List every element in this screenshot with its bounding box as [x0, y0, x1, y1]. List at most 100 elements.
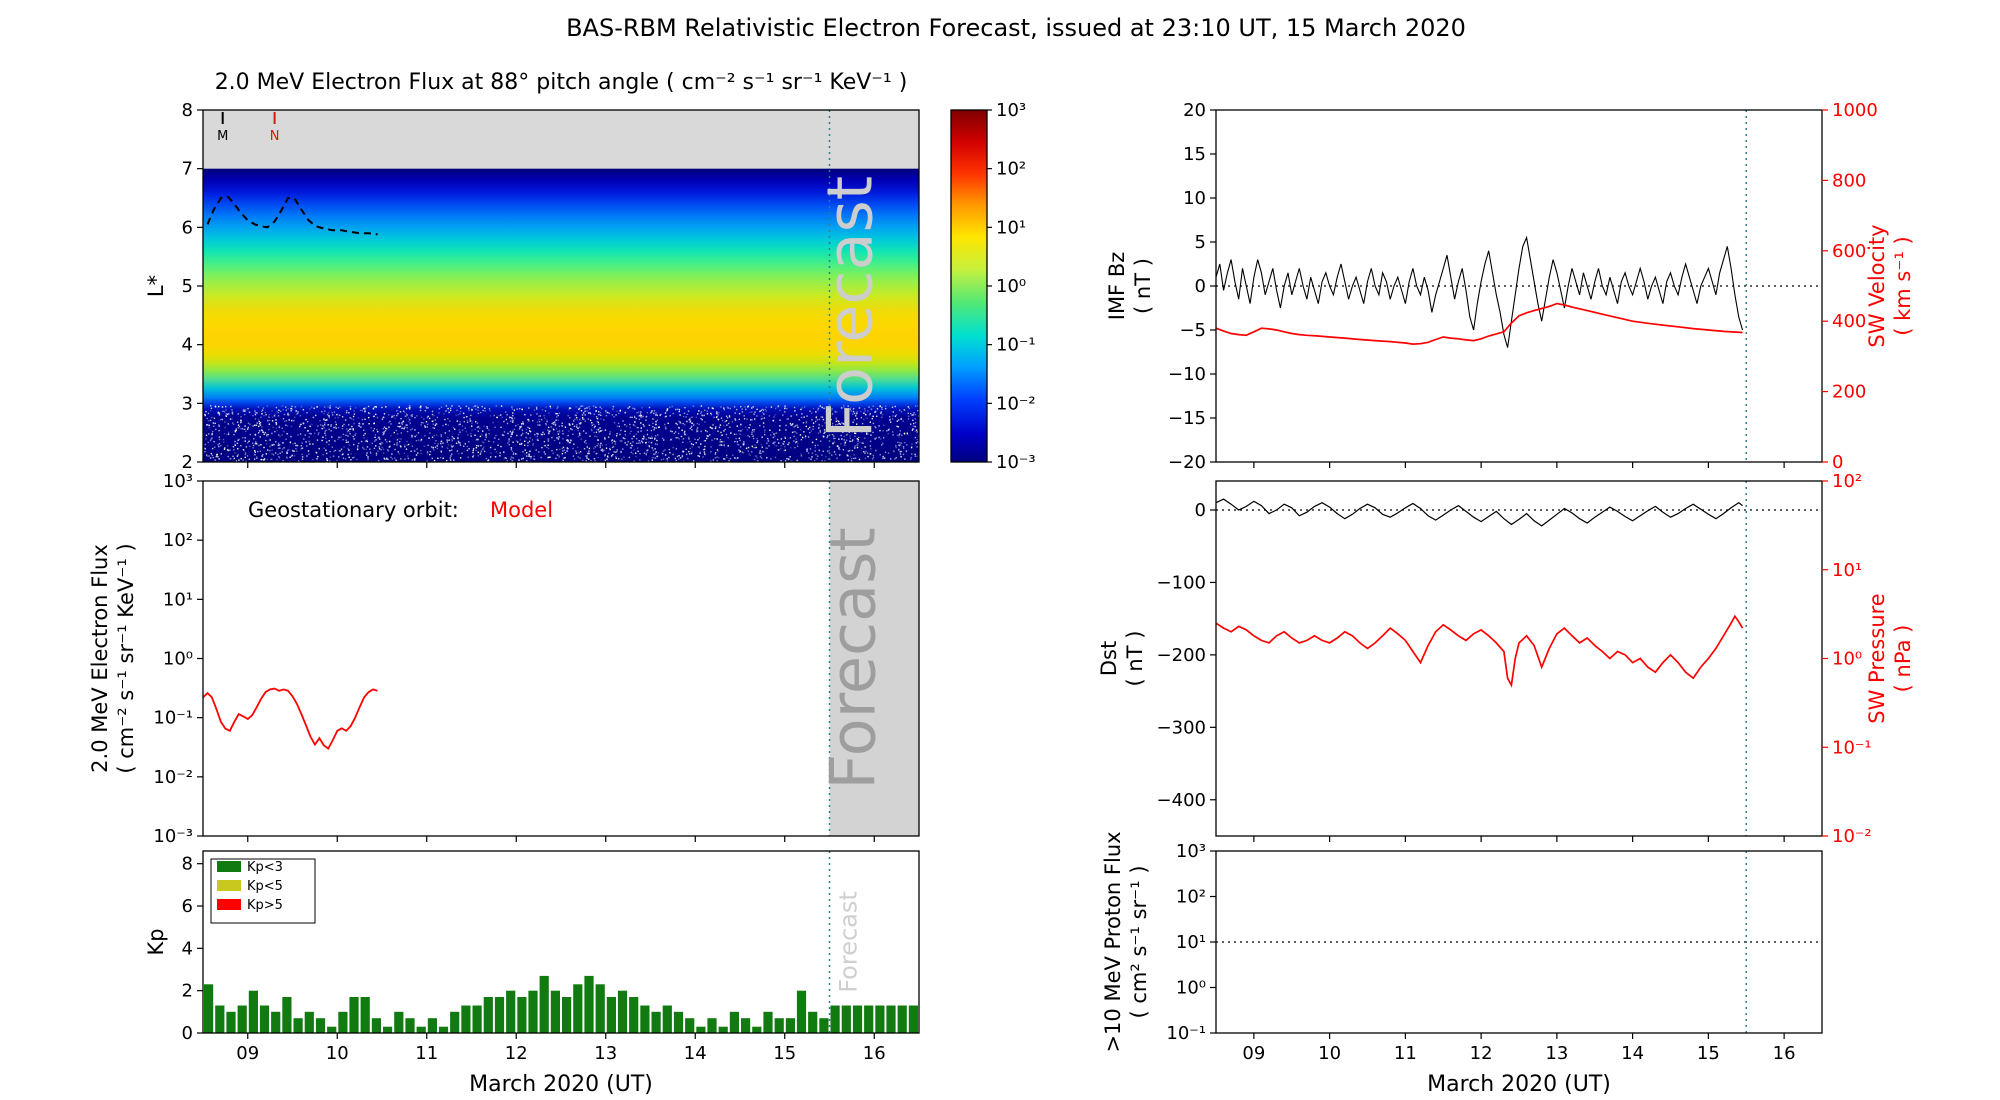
svg-text:Forecast: Forecast [814, 176, 887, 438]
svg-text:4: 4 [182, 938, 193, 959]
svg-text:Dst( nT ): Dst( nT ) [1097, 631, 1147, 687]
svg-text:Geostationary orbit:: Geostationary orbit: [248, 498, 459, 522]
kp-index-panel: Forecast 09 10 11 12 13 14 15 16 March 2020 (UT) 0… [144, 850, 920, 1097]
svg-text:10²: 10² [163, 530, 193, 551]
svg-text:14: 14 [1621, 1043, 1644, 1064]
svg-text:10: 10 [326, 1043, 349, 1064]
svg-text:−300: −300 [1157, 717, 1206, 738]
svg-text:5: 5 [1195, 232, 1206, 253]
svg-text:10¹: 10¹ [996, 217, 1026, 238]
svg-text:16: 16 [1773, 1043, 1796, 1064]
svg-text:10²: 10² [996, 159, 1026, 180]
svg-text:0: 0 [182, 1023, 193, 1044]
svg-text:11: 11 [415, 1043, 438, 1064]
svg-text:Kp>5: Kp>5 [247, 898, 283, 913]
svg-text:09: 09 [1242, 1043, 1265, 1064]
svg-text:IMF Bz( nT ): IMF Bz( nT ) [1105, 252, 1155, 321]
svg-text:10⁻¹: 10⁻¹ [996, 335, 1036, 356]
svg-text:15: 15 [773, 1043, 796, 1064]
svg-text:12: 12 [1470, 1043, 1493, 1064]
svg-text:10⁻²: 10⁻² [1832, 826, 1872, 847]
svg-text:Kp<3: Kp<3 [247, 860, 283, 875]
page-title: BAS-RBM Relativistic Electron Forecast, … [566, 14, 1466, 42]
svg-text:11: 11 [1394, 1043, 1417, 1064]
flux-colorbar: 10³ 10² 10¹ 10⁰ 10⁻¹ 10⁻² 10⁻³ [950, 100, 1036, 473]
svg-text:10⁻²: 10⁻² [153, 767, 193, 788]
svg-text:−15: −15 [1168, 408, 1206, 429]
svg-text:20: 20 [1183, 100, 1206, 121]
svg-text:−20: −20 [1168, 452, 1206, 473]
svg-text:800: 800 [1832, 170, 1866, 191]
svg-text:10⁻¹: 10⁻¹ [1166, 1023, 1206, 1044]
svg-text:14: 14 [684, 1043, 707, 1064]
svg-text:−5: −5 [1179, 320, 1206, 341]
svg-text:5: 5 [182, 276, 193, 297]
svg-text:10¹: 10¹ [1832, 560, 1862, 581]
svg-text:10: 10 [1183, 188, 1206, 209]
svg-text:10²: 10² [1832, 471, 1862, 492]
geostationary-flux-panel: Forecast 10³ 10² 10¹ 10⁰ 10⁻¹ 10⁻² 10⁻³ 2.0 MeV … [88, 471, 920, 847]
svg-text:−200: −200 [1157, 645, 1206, 666]
svg-text:SW Velocity( km s⁻¹ ): SW Velocity( km s⁻¹ ) [1865, 224, 1915, 347]
svg-text:Forecast: Forecast [834, 891, 862, 993]
svg-text:−100: −100 [1157, 572, 1206, 593]
svg-text:Forecast: Forecast [816, 527, 889, 789]
svg-text:13: 13 [594, 1043, 617, 1064]
svg-text:13: 13 [1545, 1043, 1568, 1064]
svg-text:L*: L* [144, 275, 168, 297]
svg-text:SW Pressure( nPa ): SW Pressure( nPa ) [1865, 593, 1915, 723]
svg-text:0: 0 [1195, 276, 1206, 297]
svg-text:16: 16 [863, 1043, 886, 1064]
svg-text:10⁻³: 10⁻³ [153, 826, 193, 847]
imf-bz-sw-velocity-panel: 20 15 10 5 0 −5 −10 −15 −20 1000 800 600 400 200 0 IMF … [1105, 100, 1915, 473]
svg-text:1000: 1000 [1832, 100, 1878, 121]
svg-text:10³: 10³ [163, 471, 193, 492]
svg-text:0: 0 [1195, 500, 1206, 521]
svg-text:10⁰: 10⁰ [163, 649, 193, 670]
svg-text:10²: 10² [1176, 887, 1206, 908]
svg-text:10⁻²: 10⁻² [996, 393, 1036, 414]
svg-text:10³: 10³ [1176, 841, 1206, 862]
svg-text:3: 3 [182, 393, 193, 414]
svg-text:>10 MeV Proton Flux( cm² s⁻¹ s: >10 MeV Proton Flux( cm² s⁻¹ sr⁻¹ ) [1101, 831, 1151, 1052]
svg-text:8: 8 [182, 854, 193, 875]
svg-text:10³: 10³ [996, 100, 1026, 121]
svg-text:10⁰: 10⁰ [1832, 649, 1862, 670]
dst-sw-pressure-panel: 0 −100 −200 −300 −400 10² 10¹ 10⁰ 10⁻¹ 10⁻² Dst( n… [1097, 471, 1915, 847]
electron-flux-heatmap-panel: M N Forecast 2 3 4 5 6 7 8 L* [144, 100, 921, 473]
svg-text:6: 6 [182, 217, 193, 238]
svg-text:8: 8 [182, 100, 193, 121]
svg-text:12: 12 [505, 1043, 528, 1064]
svg-text:400: 400 [1832, 311, 1866, 332]
svg-text:2: 2 [182, 981, 193, 1002]
svg-text:N: N [270, 129, 280, 144]
svg-text:600: 600 [1832, 241, 1866, 262]
svg-text:15: 15 [1183, 144, 1206, 165]
svg-text:10¹: 10¹ [1176, 932, 1206, 953]
svg-text:Kp<5: Kp<5 [247, 879, 283, 894]
svg-text:−10: −10 [1168, 364, 1206, 385]
svg-text:2: 2 [182, 452, 193, 473]
svg-text:10⁻¹: 10⁻¹ [1832, 737, 1872, 758]
svg-text:10⁰: 10⁰ [1176, 978, 1206, 999]
svg-text:March 2020 (UT): March 2020 (UT) [1427, 1072, 1611, 1097]
svg-text:March 2020 (UT): March 2020 (UT) [469, 1072, 653, 1097]
svg-text:Model: Model [490, 498, 553, 522]
svg-text:10⁻¹: 10⁻¹ [153, 708, 193, 729]
svg-text:0: 0 [1832, 452, 1843, 473]
svg-text:10¹: 10¹ [163, 589, 193, 610]
svg-text:10⁰: 10⁰ [996, 276, 1026, 297]
proton-flux-panel: 09 10 11 12 13 14 15 16 March 2020 (UT) 10³ 10² 10¹… [1101, 831, 1823, 1097]
svg-text:−400: −400 [1157, 790, 1206, 811]
svg-text:4: 4 [182, 335, 193, 356]
svg-text:6: 6 [182, 896, 193, 917]
svg-text:10: 10 [1318, 1043, 1341, 1064]
svg-text:2.0 MeV Electron Flux( cm⁻² s⁻: 2.0 MeV Electron Flux( cm⁻² s⁻¹ sr⁻¹ KeV… [88, 543, 138, 773]
heatmap-title: 2.0 MeV Electron Flux at 88° pitch angle… [214, 70, 908, 95]
svg-text:M: M [217, 129, 228, 144]
svg-text:10⁻³: 10⁻³ [996, 452, 1036, 473]
svg-text:200: 200 [1832, 382, 1866, 403]
svg-text:7: 7 [182, 159, 193, 180]
svg-text:Kp: Kp [144, 928, 168, 955]
